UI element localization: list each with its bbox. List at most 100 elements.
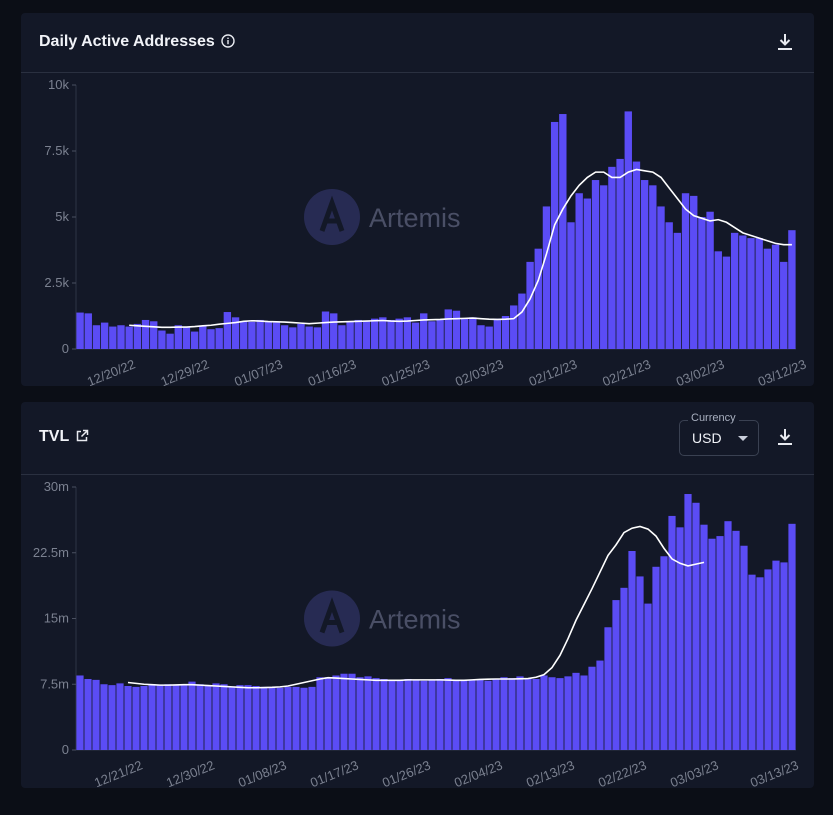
download-button[interactable]: [776, 32, 794, 52]
bar[interactable]: [583, 198, 592, 349]
bar[interactable]: [732, 530, 740, 750]
bar[interactable]: [755, 238, 763, 349]
bar[interactable]: [460, 318, 469, 349]
bar[interactable]: [652, 566, 660, 750]
bar[interactable]: [172, 685, 180, 750]
bar[interactable]: [567, 222, 575, 349]
bar[interactable]: [548, 677, 556, 750]
bar[interactable]: [628, 551, 636, 750]
external-link-icon[interactable]: [75, 429, 89, 448]
bar[interactable]: [624, 111, 632, 350]
bar[interactable]: [188, 681, 196, 750]
bar[interactable]: [420, 313, 428, 349]
bar[interactable]: [708, 538, 716, 750]
bar[interactable]: [690, 195, 698, 349]
download-button[interactable]: [776, 427, 794, 447]
bar[interactable]: [276, 687, 284, 750]
bar[interactable]: [780, 562, 788, 750]
bar[interactable]: [156, 685, 164, 750]
bar[interactable]: [572, 672, 580, 750]
bar[interactable]: [164, 684, 172, 750]
bar[interactable]: [199, 325, 207, 350]
bar[interactable]: [716, 536, 724, 750]
bar[interactable]: [412, 679, 420, 750]
bar[interactable]: [722, 256, 731, 349]
bar[interactable]: [452, 310, 461, 349]
bar[interactable]: [469, 317, 477, 349]
bar[interactable]: [305, 326, 313, 349]
bar[interactable]: [444, 678, 452, 750]
bar[interactable]: [117, 325, 125, 349]
bar[interactable]: [700, 524, 708, 750]
bar[interactable]: [100, 322, 109, 349]
bar[interactable]: [268, 686, 276, 750]
bar[interactable]: [556, 678, 564, 750]
bar[interactable]: [604, 627, 612, 750]
bar[interactable]: [668, 515, 676, 750]
bar[interactable]: [632, 161, 641, 349]
bar[interactable]: [763, 248, 772, 349]
bar[interactable]: [207, 329, 215, 349]
currency-select[interactable]: Currency USD: [679, 412, 759, 456]
bar[interactable]: [436, 319, 444, 349]
bar[interactable]: [338, 325, 346, 349]
bar[interactable]: [223, 312, 232, 349]
bar[interactable]: [92, 679, 100, 750]
bar[interactable]: [756, 577, 764, 750]
bar[interactable]: [649, 185, 657, 349]
bar[interactable]: [684, 494, 692, 750]
bar[interactable]: [348, 673, 356, 750]
bar[interactable]: [109, 326, 117, 349]
bar[interactable]: [524, 678, 532, 750]
bar[interactable]: [428, 321, 436, 349]
bar[interactable]: [140, 686, 148, 750]
bar[interactable]: [596, 660, 604, 750]
bar[interactable]: [444, 309, 452, 349]
bar[interactable]: [493, 318, 502, 349]
bar[interactable]: [330, 313, 338, 349]
bar[interactable]: [204, 685, 212, 750]
bar[interactable]: [158, 330, 166, 349]
bar[interactable]: [313, 327, 322, 349]
bar[interactable]: [284, 686, 292, 750]
bar[interactable]: [264, 321, 272, 349]
bar[interactable]: [591, 180, 600, 349]
bar[interactable]: [124, 686, 132, 750]
bar[interactable]: [84, 313, 92, 349]
bar[interactable]: [300, 687, 308, 750]
bar[interactable]: [657, 206, 665, 349]
bar[interactable]: [370, 318, 379, 349]
bar[interactable]: [150, 321, 158, 349]
bar[interactable]: [673, 232, 682, 349]
bar[interactable]: [100, 684, 108, 750]
bar[interactable]: [600, 185, 608, 349]
bar[interactable]: [550, 121, 559, 350]
bar[interactable]: [108, 685, 116, 750]
bar[interactable]: [212, 683, 220, 750]
bar[interactable]: [321, 311, 330, 349]
bar[interactable]: [714, 251, 722, 349]
bar[interactable]: [248, 321, 256, 349]
bar[interactable]: [747, 238, 755, 349]
bar[interactable]: [510, 305, 518, 349]
bar[interactable]: [228, 686, 236, 750]
bar[interactable]: [508, 678, 516, 750]
bar[interactable]: [244, 685, 252, 750]
bar[interactable]: [428, 679, 436, 750]
bar[interactable]: [308, 686, 316, 750]
bar[interactable]: [730, 232, 739, 349]
bar[interactable]: [379, 317, 387, 349]
bar[interactable]: [220, 684, 228, 750]
bar[interactable]: [190, 331, 199, 349]
bar[interactable]: [280, 325, 289, 349]
bar[interactable]: [644, 603, 652, 750]
bar[interactable]: [372, 678, 380, 750]
bar[interactable]: [125, 326, 133, 349]
bar[interactable]: [141, 319, 150, 349]
bar[interactable]: [411, 322, 420, 349]
bar[interactable]: [362, 321, 371, 349]
bar[interactable]: [346, 321, 354, 349]
bar[interactable]: [640, 180, 649, 349]
bar[interactable]: [215, 328, 223, 349]
bar[interactable]: [132, 686, 140, 750]
